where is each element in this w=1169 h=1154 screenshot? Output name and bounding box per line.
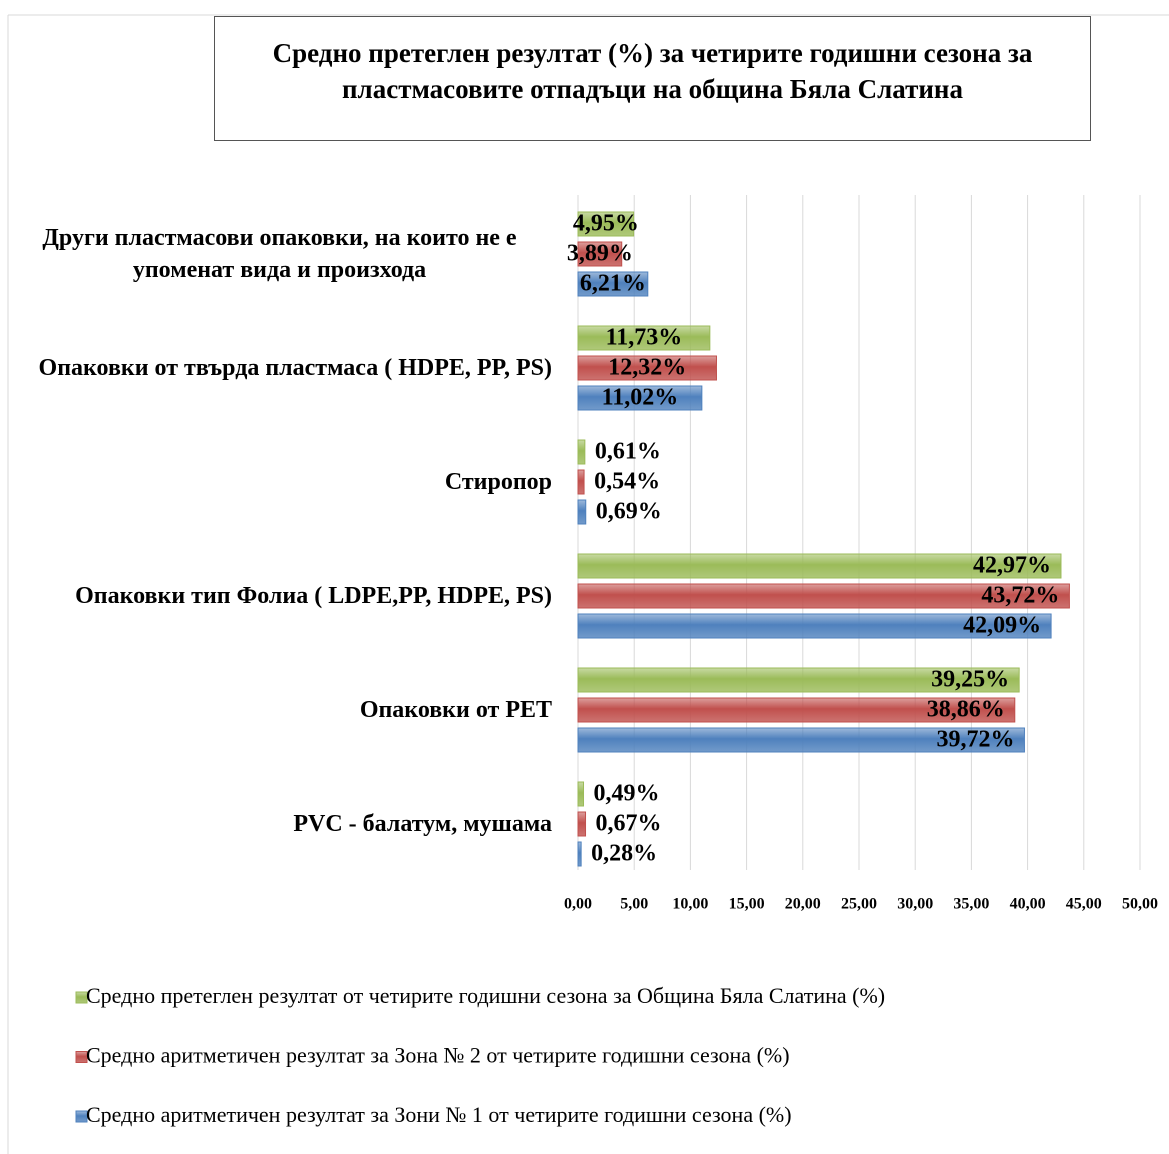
bar: [577, 469, 585, 495]
bar: [577, 613, 1052, 639]
category-label: Опаковки от PET: [7, 694, 552, 726]
category-text: PVC - балатум, мушама: [293, 811, 552, 837]
bar: [577, 667, 1020, 693]
x-tick-label: 20,00: [785, 896, 821, 913]
data-label: 0,54%: [594, 469, 660, 495]
x-tick-label: 25,00: [841, 896, 877, 913]
bar: [577, 727, 1025, 753]
bar: [577, 841, 582, 867]
category-label: Стиропор: [7, 466, 552, 498]
data-label: 11,73%: [606, 325, 683, 351]
bar: [577, 385, 703, 411]
legend-label: Средно аритметичен резултат за Зона № 2 …: [86, 1043, 790, 1068]
x-tick-label: 10,00: [672, 896, 708, 913]
legend-label: Средно претеглен резултат от четирите го…: [86, 983, 885, 1008]
chart-title: Средно претеглен резултат (%) за четирит…: [214, 16, 1091, 141]
data-label: 43,72%: [981, 583, 1059, 609]
data-label: 38,86%: [927, 697, 1005, 723]
data-label: 0,67%: [596, 811, 662, 837]
data-label: 3,89%: [567, 241, 633, 267]
bar: [577, 553, 1062, 579]
legend-swatch: [75, 1110, 88, 1123]
bar: [577, 439, 586, 465]
data-label: 39,72%: [936, 727, 1014, 753]
x-tick-label: 15,00: [729, 896, 765, 913]
data-label: 0,28%: [591, 841, 657, 867]
data-label: 11,02%: [602, 385, 679, 411]
data-label: 39,25%: [931, 667, 1009, 693]
data-label: 0,49%: [594, 781, 660, 807]
category-text: Опаковки от PET: [359, 697, 552, 723]
data-label: 12,32%: [608, 355, 686, 381]
bar: [577, 697, 1016, 723]
bar: [577, 271, 649, 297]
legend-label: Средно аритметичен резултат за Зони № 1 …: [86, 1102, 792, 1127]
data-label: 6,21%: [580, 271, 646, 297]
category-text: Други пластмасови опаковки, на които не …: [42, 225, 517, 283]
category-label: Други пластмасови опаковки, на които не …: [7, 222, 552, 286]
bar: [577, 325, 711, 351]
data-label: 42,97%: [973, 553, 1051, 579]
category-text: Стиропор: [444, 469, 552, 495]
x-tick-label: 45,00: [1066, 896, 1102, 913]
x-tick-label: 5,00: [620, 896, 648, 913]
category-label: PVC - балатум, мушама: [7, 808, 552, 840]
category-text: Опаковки от твърда пластмаса ( HDPE, PP,…: [38, 355, 552, 381]
bar: [577, 583, 1070, 609]
bar: [577, 241, 623, 267]
bar: [577, 811, 587, 837]
data-label: 4,95%: [573, 211, 639, 237]
bar: [577, 499, 587, 525]
x-tick-label: 50,00: [1122, 896, 1158, 913]
bar: [577, 211, 635, 237]
x-tick-label: 40,00: [1010, 896, 1046, 913]
data-label: 0,69%: [596, 499, 662, 525]
category-text: Опаковки тип Фолиа ( LDPE,PP, HDPE, PS): [75, 583, 552, 609]
legend-swatch: [75, 991, 88, 1004]
legend-swatch: [75, 1051, 88, 1063]
category-label: Опаковки тип Фолиа ( LDPE,PP, HDPE, PS): [7, 580, 552, 612]
data-label: 0,61%: [595, 439, 661, 465]
category-label: Опаковки от твърда пластмаса ( HDPE, PP,…: [7, 352, 552, 384]
x-tick-label: 0,00: [564, 896, 592, 913]
data-label: 42,09%: [963, 613, 1041, 639]
bar: [577, 781, 585, 807]
bar: [577, 355, 717, 381]
x-tick-label: 35,00: [953, 896, 989, 913]
x-tick-label: 30,00: [897, 896, 933, 913]
